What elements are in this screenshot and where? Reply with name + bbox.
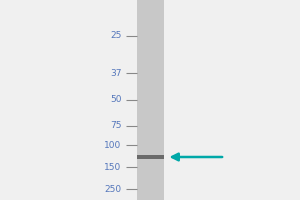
Bar bbox=[136, 0, 164, 200]
Text: 37: 37 bbox=[110, 68, 122, 77]
Text: 250: 250 bbox=[104, 184, 122, 194]
Text: 50: 50 bbox=[110, 96, 122, 104]
Text: 100: 100 bbox=[104, 140, 122, 149]
Text: 25: 25 bbox=[110, 31, 122, 40]
Text: 75: 75 bbox=[110, 121, 122, 130]
Bar bbox=[136, 155, 164, 159]
Text: 150: 150 bbox=[104, 162, 122, 171]
